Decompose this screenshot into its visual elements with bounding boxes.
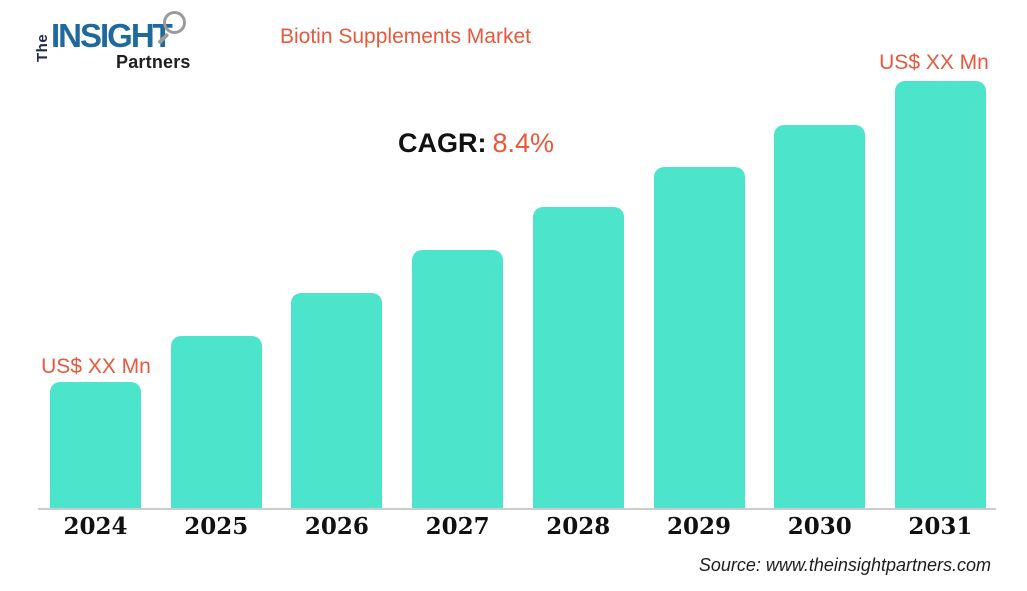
x-axis-labels: 2024 2025 2026 2027 2028 2029 2030 2031 [50, 513, 986, 540]
x-axis-label-2024: 2024 [63, 513, 128, 540]
cagr-annotation: CAGR: 8.4% [398, 128, 554, 159]
cagr-label: CAGR: [398, 128, 487, 158]
logo-insight-text: INSIGHT [51, 17, 173, 54]
bar-2024 [50, 382, 141, 508]
x-axis-label-2029: 2029 [667, 513, 732, 540]
value-label-2031: US$ XX Mn [879, 51, 989, 74]
x-axis-label-2025: 2025 [184, 513, 249, 540]
cagr-value: 8.4% [492, 128, 555, 158]
bar-2028 [532, 206, 624, 508]
logo-the-text: The [34, 33, 51, 62]
x-axis-label-2028: 2028 [546, 513, 611, 540]
logo-partners-text: Partners [116, 52, 191, 72]
bar-2029 [653, 166, 745, 508]
bar-2031 [894, 81, 986, 508]
bar-2025 [170, 335, 262, 508]
x-axis-label-2027: 2027 [425, 513, 490, 540]
insight-partners-logo: The INSIGHT Partners [30, 8, 205, 80]
x-axis-line [38, 508, 996, 510]
bar-2027 [412, 250, 504, 508]
bar-plot [50, 81, 986, 508]
chart-title: Biotin Supplements Market [280, 25, 531, 48]
source-note: Source: www.theinsightpartners.com [698, 555, 991, 575]
value-label-2024: US$ XX Mn [41, 355, 151, 378]
bar-2026 [291, 292, 383, 508]
bar-2030 [774, 124, 866, 508]
magnifier-icon [163, 11, 186, 34]
x-axis-label-2026: 2026 [304, 513, 369, 540]
x-axis-label-2031: 2031 [908, 513, 973, 540]
x-axis-label-2030: 2030 [787, 513, 852, 540]
